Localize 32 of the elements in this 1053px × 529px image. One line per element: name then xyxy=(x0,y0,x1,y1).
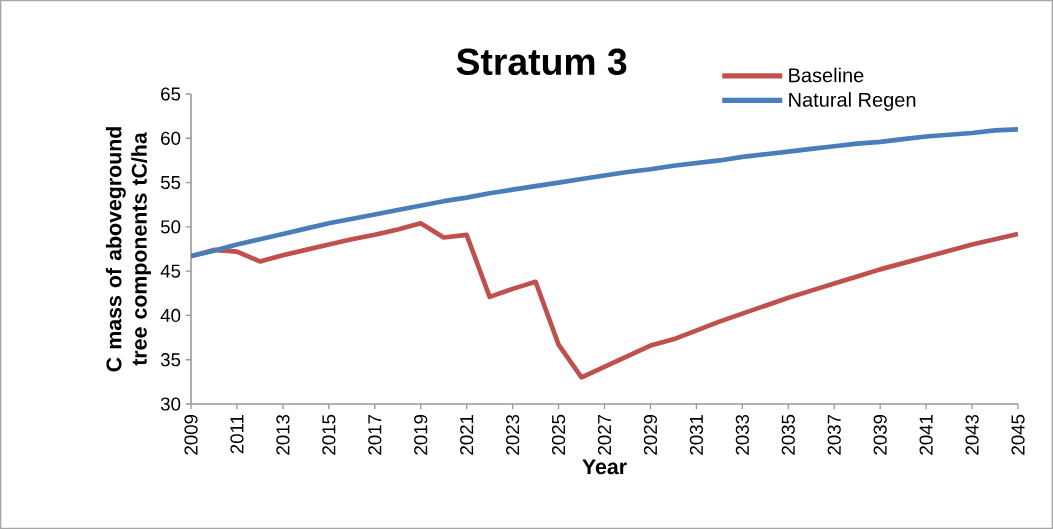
y-tick-label: 65 xyxy=(161,87,181,101)
x-tick-label: 2013 xyxy=(276,414,290,455)
x-tick-label: 2009 xyxy=(184,414,198,455)
x-tick-label: 2035 xyxy=(781,414,795,455)
x-tick-label: 2011 xyxy=(230,414,244,454)
x-tick-label: 2025 xyxy=(551,414,566,455)
legend-label: Natural Regen xyxy=(789,92,916,111)
x-tick-label: 2023 xyxy=(506,414,520,455)
x-tick-label: 2031 xyxy=(689,414,704,455)
x-tick-label: 2033 xyxy=(735,414,749,455)
x-tick-label: 2017 xyxy=(368,414,382,455)
y-axis-title: C mass of aboveground tree components tC/ha xyxy=(105,127,152,372)
x-tick-label: 2041 xyxy=(919,414,933,455)
x-tick-label: 2045 xyxy=(1011,414,1025,455)
y-tick-label: 30 xyxy=(160,397,181,411)
x-tick-label: 2037 xyxy=(827,414,841,455)
x-tick-label: 2043 xyxy=(965,414,979,455)
y-tick-label: 50 xyxy=(160,220,181,234)
x-tick-label: 2015 xyxy=(322,414,336,455)
legend-label: Baseline xyxy=(789,67,864,83)
y-tick-label: 55 xyxy=(160,176,181,190)
x-tick-label: 2021 xyxy=(460,414,474,455)
y-tick-label: 35 xyxy=(160,353,181,367)
chart-title: Stratum 3 xyxy=(456,48,627,76)
y-tick-label: 60 xyxy=(161,131,181,145)
x-axis-title: Year xyxy=(582,459,627,475)
x-tick-label: 2027 xyxy=(597,414,612,455)
x-tick-label: 2019 xyxy=(414,414,428,455)
x-tick-label: 2029 xyxy=(643,414,658,455)
x-tick-label: 2039 xyxy=(873,414,887,455)
y-tick-label: 40 xyxy=(160,308,181,323)
y-tick-label: 45 xyxy=(160,264,181,278)
